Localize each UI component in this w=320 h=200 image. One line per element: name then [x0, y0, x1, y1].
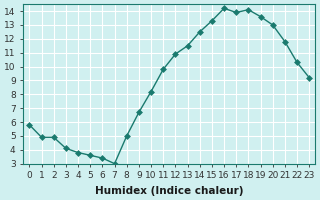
X-axis label: Humidex (Indice chaleur): Humidex (Indice chaleur) — [95, 186, 244, 196]
